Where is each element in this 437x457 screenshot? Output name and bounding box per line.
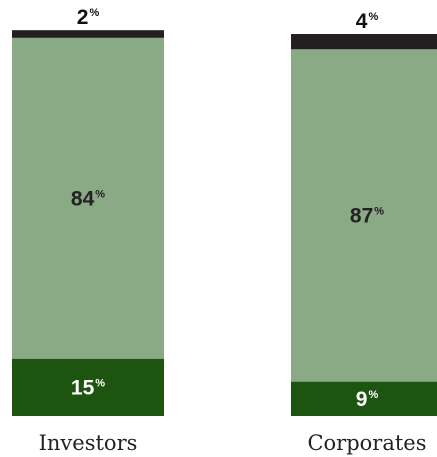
category-label-corporates: Corporates: [307, 431, 426, 455]
data-label-corporates-top: 4%: [356, 10, 379, 33]
data-label-corporates-bottom: 9%: [356, 388, 379, 411]
data-label-corporates-middle: 87%: [350, 204, 384, 227]
data-label-group: 15% 84% 2% 9% 87% 4%: [71, 6, 384, 411]
bar-investors-top: [12, 30, 164, 38]
data-label-investors-bottom: 15%: [71, 376, 105, 399]
category-label-group: Investors Corporates: [39, 431, 427, 455]
data-label-investors-middle: 84%: [71, 187, 105, 210]
bar-corporates-bottom: [291, 381, 437, 416]
data-label-investors-top: 2%: [77, 6, 100, 29]
bar-corporates-middle: [291, 49, 437, 382]
bar-investors-middle: [12, 37, 164, 359]
bar-corporates-top: [291, 34, 437, 50]
bar-group: [12, 30, 437, 416]
category-label-investors: Investors: [39, 431, 138, 455]
bar-investors-bottom: [12, 358, 164, 416]
